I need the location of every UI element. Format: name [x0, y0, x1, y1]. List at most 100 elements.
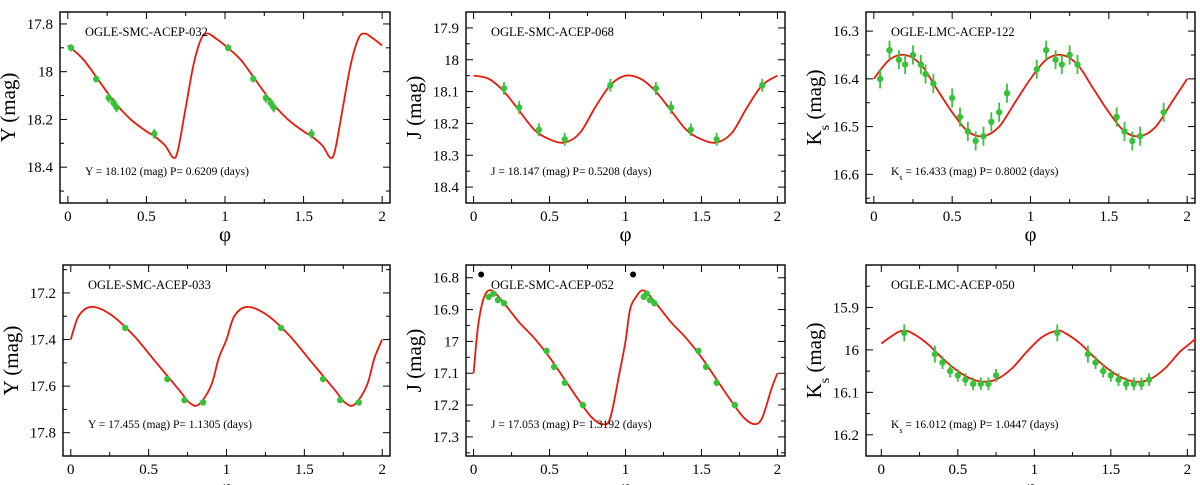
data-point — [687, 123, 695, 137]
data-point — [1122, 377, 1130, 391]
y-tick-label: 18.1 — [433, 85, 459, 101]
marker — [1107, 372, 1115, 379]
data-point — [1107, 368, 1115, 382]
data-point — [1066, 45, 1073, 65]
marker — [731, 401, 739, 409]
marker — [181, 396, 188, 404]
x-tick-label: 0.5 — [540, 209, 559, 225]
marker — [969, 380, 977, 388]
marker — [1092, 359, 1099, 366]
data-point — [980, 126, 987, 146]
marker — [992, 372, 1000, 379]
marker — [561, 379, 568, 386]
y-axis-label: Ks (mag) — [802, 69, 833, 145]
x-tick-label: 1 — [223, 462, 231, 478]
marker — [151, 130, 158, 137]
data-point — [490, 290, 497, 297]
marker — [1099, 367, 1107, 375]
x-tick-label: 0.5 — [137, 209, 156, 225]
x-tick-label: 0.5 — [943, 209, 962, 225]
x-tick-label: 1.5 — [1099, 209, 1118, 225]
data-point — [561, 379, 568, 386]
x-tick-label: 0 — [878, 462, 886, 478]
marker — [930, 80, 937, 87]
marker — [561, 136, 568, 143]
data-point — [1003, 83, 1011, 103]
data-point — [543, 347, 550, 355]
marker — [922, 70, 929, 78]
data-point — [535, 123, 543, 137]
data-point — [250, 75, 257, 83]
x-tick-label: 0.5 — [540, 462, 559, 478]
marker — [1058, 61, 1066, 68]
marker — [105, 94, 112, 102]
data-point — [308, 128, 315, 139]
marker — [1052, 56, 1059, 63]
data-point — [939, 356, 946, 369]
data-point — [1099, 364, 1107, 378]
data-point — [500, 82, 508, 95]
data-point — [319, 375, 327, 383]
data-point — [977, 377, 984, 391]
data-point — [550, 363, 558, 371]
data-point — [164, 375, 171, 383]
y-tick-label: 17.1 — [433, 366, 459, 382]
x-tick-label: 0 — [470, 209, 478, 225]
marker — [1054, 329, 1061, 337]
star-name-label: OGLE-SMC-ACEP-033 — [88, 278, 211, 292]
x-tick-label: 0 — [870, 209, 878, 225]
marker — [651, 300, 658, 307]
y-tick-label: 17.8 — [30, 426, 56, 442]
x-axis-label: φ — [219, 222, 231, 246]
x-tick-label: 1.5 — [1101, 462, 1120, 478]
marker — [917, 61, 925, 68]
data-point — [651, 300, 658, 307]
marker — [901, 61, 909, 68]
marker — [948, 94, 956, 102]
data-point — [579, 401, 587, 409]
data-point — [695, 347, 702, 355]
x-tick-label: 1.5 — [692, 462, 711, 478]
y-tick-label: 17.9 — [433, 21, 459, 37]
data-point — [931, 345, 939, 363]
data-point — [667, 101, 675, 114]
model-curve — [69, 306, 384, 407]
x-tick-label: 2 — [378, 462, 386, 478]
marker — [164, 375, 171, 383]
panel-info-line: Ks = 16.433 (mag) P= 0.8002 (days) — [891, 166, 1059, 182]
x-axis-label: φ — [220, 475, 232, 485]
x-tick-label: 0 — [67, 462, 75, 478]
x-tick-label: 0 — [64, 209, 72, 225]
y-tick-label: 17.8 — [27, 17, 53, 33]
data-point — [702, 363, 710, 371]
data-point — [917, 54, 925, 75]
data-point — [494, 296, 502, 304]
data-point — [985, 377, 992, 391]
marker — [224, 44, 232, 52]
marker — [550, 363, 558, 371]
x-tick-label: 2 — [774, 209, 782, 225]
y-axis-label: J (mag) — [402, 76, 426, 140]
panel-ogle-smc-acep-032: 0 0.5 1 1.5 2 17.8 18 18.2 18.4 φ Y (mag) OGLE-SMC-… — [0, 11, 391, 246]
data-point — [731, 401, 739, 409]
marker — [931, 350, 939, 358]
marker — [319, 375, 327, 383]
x-tick-label: 2 — [378, 209, 386, 225]
marker — [110, 99, 117, 106]
x-tick-label: 1.5 — [294, 209, 313, 225]
model-curve — [473, 74, 778, 144]
data-point — [954, 368, 962, 382]
y-tick-label: 18.2 — [27, 112, 53, 128]
data-point — [909, 45, 917, 65]
data-point — [930, 74, 937, 94]
y-tick-label: 18 — [38, 65, 53, 81]
data-point — [759, 78, 766, 92]
marker — [277, 324, 285, 332]
marker — [262, 94, 270, 102]
marker — [946, 367, 954, 375]
marker — [702, 363, 710, 371]
marker — [1084, 350, 1092, 358]
y-tick-label: 18 — [444, 53, 459, 69]
outlier-point — [478, 271, 485, 278]
